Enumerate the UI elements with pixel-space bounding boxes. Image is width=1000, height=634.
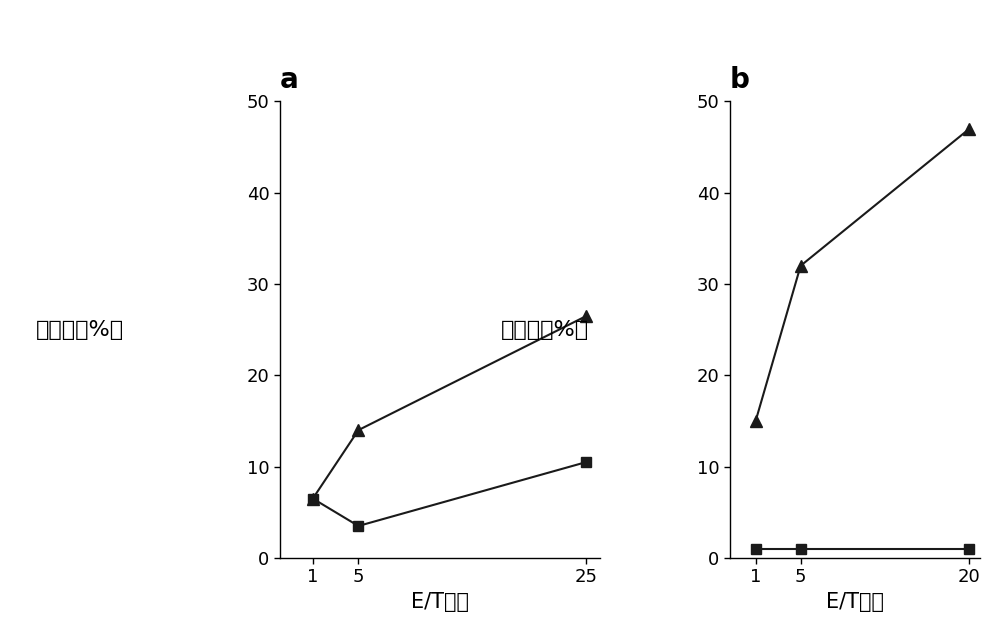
Text: 比裂解（%）: 比裂解（%） [501, 320, 589, 340]
X-axis label: E/T比率: E/T比率 [826, 592, 884, 612]
Text: 比裂解（%）: 比裂解（%） [36, 320, 124, 340]
X-axis label: E/T比率: E/T比率 [411, 592, 469, 612]
Text: a: a [280, 65, 299, 94]
Text: b: b [730, 65, 750, 94]
